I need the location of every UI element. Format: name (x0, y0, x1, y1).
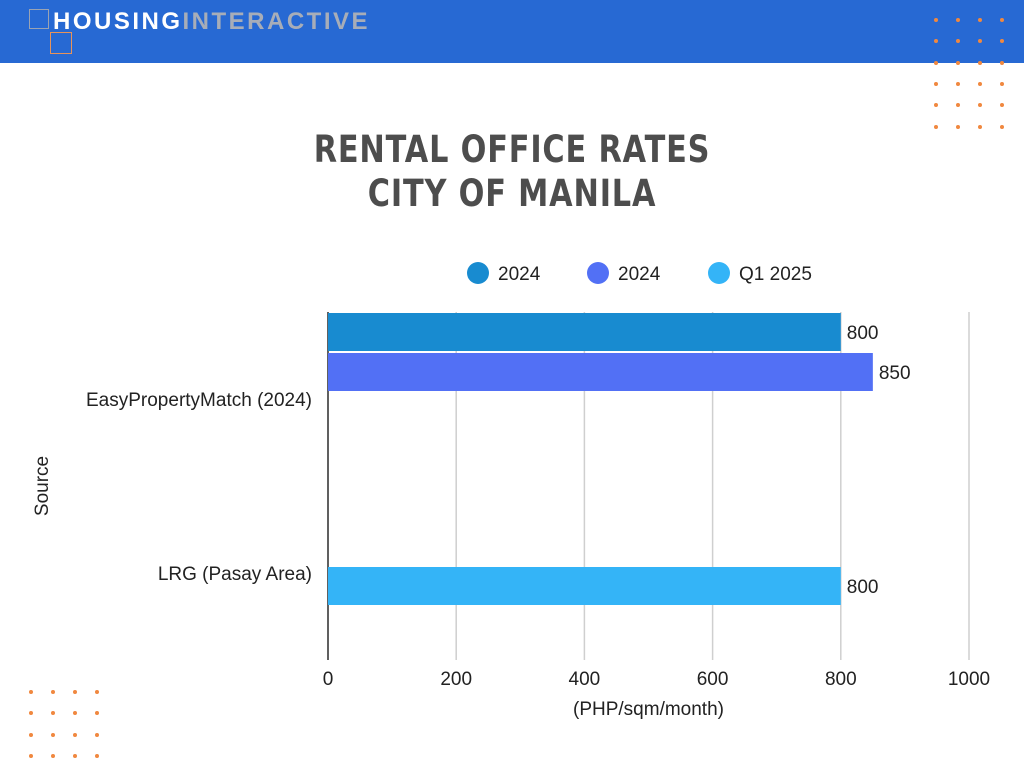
decorative-dot (95, 690, 99, 694)
bar (328, 313, 841, 351)
decorative-dot (934, 124, 938, 129)
decorative-dot (934, 81, 938, 86)
decorative-dot (95, 711, 99, 716)
decorative-dot (51, 753, 55, 758)
y-category-label: EasyPropertyMatch (2024) (86, 390, 312, 411)
bar (328, 353, 873, 391)
decorative-dot (956, 18, 960, 22)
bar (328, 567, 841, 605)
decorative-dot (95, 753, 99, 758)
decorative-dot (1000, 60, 1004, 65)
decorative-dot (978, 39, 982, 44)
legend-label: 2024 (618, 264, 661, 285)
x-tick-label: 200 (440, 669, 472, 690)
decorative-dot (934, 18, 938, 22)
decorative-dot (956, 103, 960, 108)
logo-square-icon (50, 32, 72, 54)
x-tick-label: 1000 (948, 669, 990, 690)
decorative-dot (73, 690, 77, 694)
x-axis-title: (PHP/sqm/month) (573, 699, 724, 720)
legend-marker (708, 262, 730, 284)
chart-title-line: RENTAL OFFICE RATES (313, 128, 711, 171)
decorative-dot (1000, 124, 1004, 129)
decorative-dot (934, 60, 938, 65)
brand-secondary: INTERACTIVE (182, 8, 371, 35)
decorative-dot (934, 103, 938, 108)
decorative-dot (956, 60, 960, 65)
decorative-dot (978, 81, 982, 86)
legend-label: Q1 2025 (739, 264, 812, 285)
legend-marker (587, 262, 609, 284)
decorative-dot (978, 60, 982, 65)
decorative-dot (29, 732, 33, 737)
decorative-dot (956, 81, 960, 86)
brand-primary: HOUSING (53, 8, 183, 35)
x-tick-label: 0 (323, 669, 334, 690)
decorative-dot (934, 39, 938, 44)
legend-marker (467, 262, 489, 284)
decorative-dot (956, 124, 960, 129)
decorative-dot (978, 18, 982, 22)
decorative-dot (978, 103, 982, 108)
decorative-dot (1000, 39, 1004, 44)
decorative-dot (1000, 103, 1004, 108)
data-label: 800 (847, 323, 879, 344)
decorative-dot (1000, 81, 1004, 86)
decorative-dot (1000, 18, 1004, 22)
decorative-dot (956, 39, 960, 44)
decorative-dot (978, 124, 982, 129)
decorative-dot (51, 690, 55, 694)
decorative-dot (73, 753, 77, 758)
decorative-dot (51, 711, 55, 716)
decorative-dot (29, 753, 33, 758)
decorative-dot (29, 711, 33, 716)
chart-title: RENTAL OFFICE RATES CITY OF MANILA (307, 128, 717, 216)
x-tick-label: 400 (569, 669, 601, 690)
decorative-dot (95, 732, 99, 737)
logo-square-icon (29, 9, 49, 29)
brand-logo: HOUSINGINTERACTIVE (53, 8, 370, 36)
legend-label: 2024 (498, 264, 541, 285)
data-label: 800 (847, 577, 879, 598)
decorative-dot (73, 711, 77, 716)
y-category-label: LRG (Pasay Area) (158, 564, 312, 585)
header-bar (0, 0, 1024, 63)
y-axis-title: Source (32, 456, 53, 516)
decorative-dot (29, 690, 33, 694)
decorative-dot (73, 732, 77, 737)
decorative-dot (51, 732, 55, 737)
chart-title-line: CITY OF MANILA (367, 172, 657, 215)
x-tick-label: 800 (825, 669, 857, 690)
x-tick-label: 600 (697, 669, 729, 690)
data-label: 850 (879, 363, 911, 384)
